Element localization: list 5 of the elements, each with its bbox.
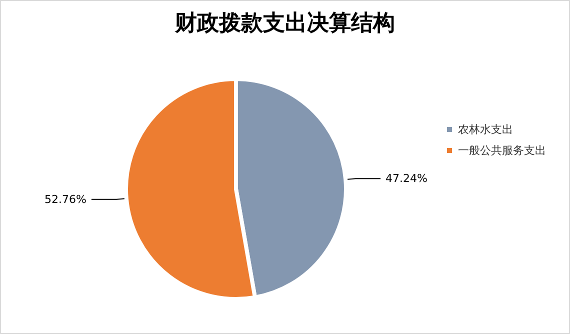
data-label: 47.24% xyxy=(386,172,428,186)
legend-label: 农林水支出 xyxy=(458,123,513,136)
data-label: 52.76% xyxy=(44,192,86,206)
legend-label: 一般公共服务支出 xyxy=(458,144,546,157)
chart-title: 财政拨款支出决算结构 xyxy=(174,10,395,36)
